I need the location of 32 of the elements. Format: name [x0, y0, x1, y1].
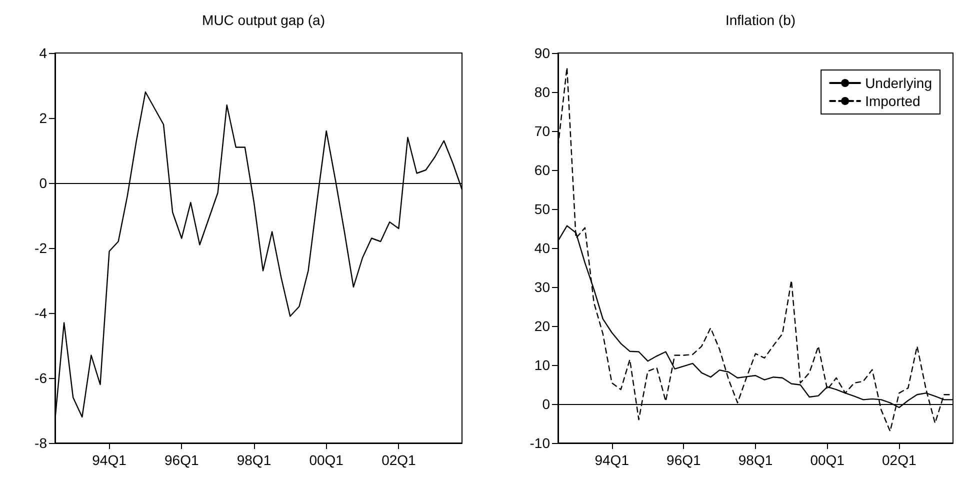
- y-tick-label: 90: [534, 45, 550, 61]
- y-tick-label: 60: [534, 162, 550, 178]
- x-tick-label: 00Q1: [309, 452, 344, 468]
- y-tick-label: 10: [534, 357, 550, 373]
- x-tick-label: 96Q1: [666, 452, 702, 468]
- legend-label: Underlying: [865, 75, 932, 91]
- x-tick-label: 94Q1: [92, 452, 127, 468]
- y-tick-label: -8: [34, 435, 48, 451]
- y-tick-label: -6: [34, 370, 48, 386]
- y-tick-label: 2: [39, 110, 48, 126]
- y-tick-label: 80: [534, 84, 550, 100]
- y-tick-label: 0: [542, 396, 550, 412]
- y-tick-label: -10: [530, 435, 550, 451]
- x-tick-label: 02Q1: [882, 452, 916, 468]
- x-tick-label: 00Q1: [810, 452, 845, 468]
- y-tick-label: 20: [534, 318, 550, 334]
- y-tick-label: 70: [534, 123, 550, 139]
- y-tick-label: 4: [39, 45, 48, 61]
- y-tick-label: 50: [534, 201, 550, 217]
- chart-title: Inflation (b): [725, 12, 796, 28]
- legend-label: Imported: [865, 93, 920, 109]
- x-tick-label: 94Q1: [594, 452, 630, 468]
- y-tick-label: 0: [39, 175, 48, 191]
- y-tick-label: 40: [534, 240, 550, 256]
- x-tick-label: 98Q1: [236, 452, 272, 468]
- x-tick-label: 96Q1: [164, 452, 199, 468]
- x-tick-label: 98Q1: [738, 452, 773, 468]
- x-tick-label: 02Q1: [382, 452, 416, 468]
- y-tick-label: 30: [534, 279, 550, 295]
- chart-title: MUC output gap (a): [202, 12, 325, 28]
- y-tick-label: -2: [34, 240, 48, 256]
- y-tick-label: -4: [34, 305, 48, 321]
